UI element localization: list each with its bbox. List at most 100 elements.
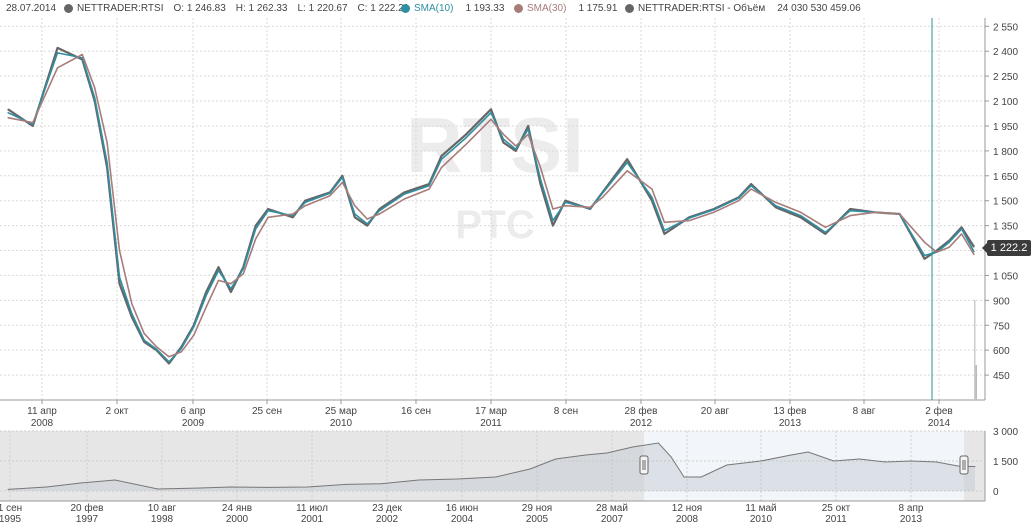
data-point (81, 53, 83, 56)
legend-date-text: 28.07.2014 (6, 3, 57, 14)
y-tick-label: 1 500 (993, 197, 1018, 208)
data-point (663, 229, 665, 232)
data-point (341, 181, 343, 184)
data-point (849, 208, 851, 210)
nav-data-point (495, 476, 497, 478)
x-tick-label: 25 сен (252, 406, 282, 417)
x-tick-label: 8 сен (554, 406, 578, 417)
x-tick-sublabel: 2011 (480, 418, 502, 429)
data-point (378, 208, 381, 210)
legend-volume[interactable]: NETTRADER:RTSI - Объём 24 030 530 459.06 (625, 3, 861, 14)
data-point (626, 161, 628, 164)
data-point (775, 206, 777, 208)
y-tick-label: 2 400 (993, 47, 1018, 58)
nav-data-point (910, 460, 912, 462)
data-point (255, 238, 257, 240)
nav-x-tick-sublabel: 2002 (376, 514, 399, 524)
data-point (626, 170, 628, 172)
x-tick-label: 11 апр (27, 406, 57, 417)
nav-x-tick-label: 11 июл (296, 503, 328, 514)
data-point (267, 208, 269, 210)
data-point (527, 125, 529, 127)
legend-price[interactable]: NETTRADER:RTSI O: 1 246.83 H: 1 262.33 L… (64, 3, 409, 14)
navigator-left-handle[interactable] (639, 455, 649, 475)
data-point (56, 47, 59, 49)
data-point (440, 155, 443, 157)
data-point (230, 291, 232, 293)
data-point (515, 148, 517, 150)
nav-data-point (670, 456, 672, 458)
navigator-right-handle[interactable] (959, 455, 969, 475)
data-point (936, 251, 938, 253)
data-point (143, 339, 145, 341)
data-point (688, 217, 690, 219)
data-point (688, 220, 690, 222)
nav-x-tick-sublabel: 2010 (750, 514, 773, 524)
data-point (304, 205, 306, 207)
nav-data-point (456, 478, 458, 480)
data-point (366, 218, 368, 220)
nav-x-tick-label: 11 май (745, 503, 776, 514)
data-point (800, 216, 802, 218)
data-point (168, 361, 170, 363)
data-point (7, 112, 9, 114)
data-point (465, 133, 467, 135)
data-point (824, 231, 826, 233)
navigator-line (7, 442, 976, 490)
legend-sma10[interactable]: SMA(10) 1 193.33 (401, 3, 504, 14)
nav-x-tick-label: 23 дек (372, 503, 402, 514)
data-point (775, 205, 777, 207)
legend-sma10-name: SMA(10) (414, 3, 454, 14)
data-point (156, 348, 158, 350)
data-point (292, 215, 294, 217)
nav-data-point (884, 461, 886, 463)
nav-x-tick-label: 10 авг (148, 503, 177, 514)
data-point (552, 225, 554, 227)
data-point (539, 166, 542, 169)
legend-high: H: 1 262.33 (235, 3, 288, 14)
data-point (899, 213, 901, 215)
nav-x-tick-sublabel: 2005 (526, 514, 549, 524)
data-point (539, 178, 542, 180)
nav-data-point (529, 468, 531, 470)
legend-sma30[interactable]: SMA(30) 1 175.91 (514, 3, 617, 14)
nav-x-tick-label: 25 окт (822, 503, 851, 514)
y-tick-label: 2 550 (993, 22, 1018, 33)
nav-x-tick-sublabel: 2007 (601, 514, 624, 524)
x-tick-label: 8 авг (853, 406, 876, 417)
data-point (304, 200, 306, 202)
nav-data-point (418, 479, 420, 481)
data-point (663, 221, 665, 223)
data-point (94, 87, 96, 89)
nav-x-tick-sublabel: 2000 (226, 514, 249, 524)
y-tick-label: 900 (993, 296, 1010, 307)
data-point (589, 206, 591, 208)
data-point (973, 246, 975, 248)
data-point (366, 225, 368, 227)
legend-price-name: NETTRADER:RTSI (77, 3, 164, 14)
data-point (651, 188, 653, 190)
data-point (193, 334, 195, 336)
nav-x-tick-sublabel: 1997 (76, 514, 99, 524)
nav-data-point (700, 476, 702, 478)
data-point (923, 241, 926, 243)
watermark-subtext: РТС (455, 203, 534, 247)
nav-x-tick-sublabel: 2011 (825, 514, 847, 524)
x-tick-label: 2 фев (925, 405, 952, 417)
data-point (738, 200, 740, 202)
legend-low: L: 1 220.67 (297, 3, 348, 14)
data-point (329, 192, 331, 194)
x-tick-sublabel: 2012 (630, 418, 653, 429)
data-point (341, 176, 343, 179)
data-point (131, 313, 133, 315)
data-point (515, 145, 517, 147)
data-point (527, 133, 529, 135)
nav-data-point (683, 476, 685, 478)
data-point (292, 216, 294, 218)
legend-close: C: 1 222.21 (357, 3, 410, 14)
x-tick-label: 28 фев (624, 405, 657, 417)
x-tick-label: 13 фев (773, 405, 806, 417)
nav-data-point (46, 486, 48, 488)
